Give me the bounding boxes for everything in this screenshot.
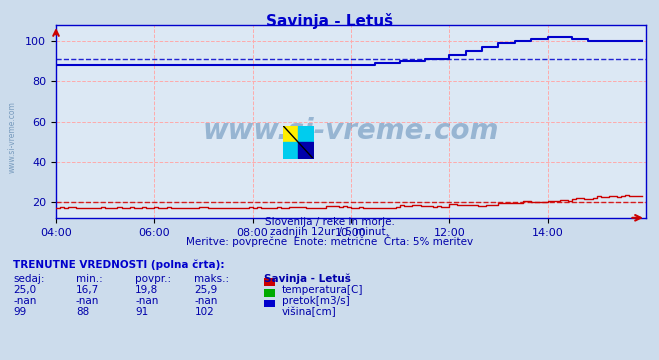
Text: sedaj:: sedaj: (13, 274, 45, 284)
Text: Savinja - Letuš: Savinja - Letuš (266, 13, 393, 28)
Text: 91: 91 (135, 307, 148, 317)
Text: Savinja - Letuš: Savinja - Letuš (264, 274, 351, 284)
Text: www.si-vreme.com: www.si-vreme.com (8, 101, 17, 173)
Text: -nan: -nan (76, 296, 99, 306)
Text: temperatura[C]: temperatura[C] (282, 285, 364, 295)
Text: 99: 99 (13, 307, 26, 317)
Text: višina[cm]: višina[cm] (282, 307, 337, 317)
Text: min.:: min.: (76, 274, 103, 284)
Text: TRENUTNE VREDNOSTI (polna črta):: TRENUTNE VREDNOSTI (polna črta): (13, 259, 225, 270)
Text: -nan: -nan (13, 296, 36, 306)
Text: 25,0: 25,0 (13, 285, 36, 295)
Text: Meritve: povprečne  Enote: metrične  Črta: 5% meritev: Meritve: povprečne Enote: metrične Črta:… (186, 235, 473, 247)
Text: 88: 88 (76, 307, 89, 317)
Text: 102: 102 (194, 307, 214, 317)
Text: pretok[m3/s]: pretok[m3/s] (282, 296, 350, 306)
Text: -nan: -nan (194, 296, 217, 306)
Text: 19,8: 19,8 (135, 285, 158, 295)
Text: -nan: -nan (135, 296, 158, 306)
Text: povpr.:: povpr.: (135, 274, 171, 284)
Text: 25,9: 25,9 (194, 285, 217, 295)
Text: maks.:: maks.: (194, 274, 229, 284)
Text: 16,7: 16,7 (76, 285, 99, 295)
Text: zadnjih 12ur / 5 minut.: zadnjih 12ur / 5 minut. (270, 227, 389, 237)
Text: www.si-vreme.com: www.si-vreme.com (203, 117, 499, 145)
Text: Slovenija / reke in morje.: Slovenija / reke in morje. (264, 217, 395, 227)
